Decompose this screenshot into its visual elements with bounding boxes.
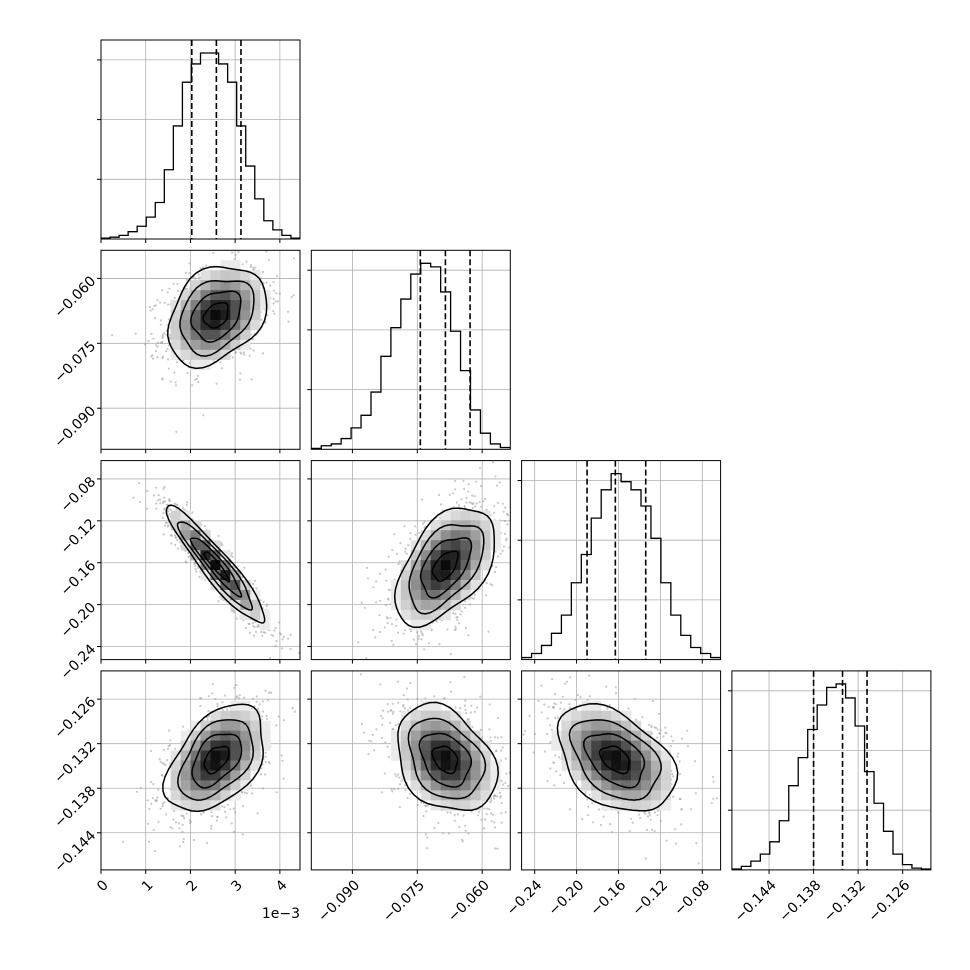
x-tick-label: 0 [94, 877, 112, 895]
panel-frame [521, 670, 722, 871]
y-tick-label: −0.08 [58, 474, 100, 516]
density-shading [170, 700, 271, 811]
y-tick-label: −0.126 [51, 694, 99, 742]
contour-level-3 [393, 507, 496, 629]
x-tick-label: −0.138 [776, 877, 824, 925]
contour-level-0 [431, 745, 459, 775]
contour-level-1 [418, 732, 473, 788]
x-tick-label: 2 [184, 877, 202, 895]
scatter-panel-1-0: −0.090 −0.075 −0.060 [51, 249, 301, 454]
contour-level-0 [431, 550, 459, 583]
x-tick-label: −0.144 [732, 877, 780, 925]
panel-frame [100, 670, 301, 871]
density-shading [170, 510, 271, 631]
x-tick-label: −0.08 [671, 877, 713, 919]
histogram-step [101, 52, 300, 239]
contour-level-2 [176, 521, 253, 611]
x-tick-label: −0.126 [865, 877, 913, 925]
y-tick-label: −0.24 [58, 641, 100, 683]
density-shading [551, 700, 672, 811]
contour-level-0 [598, 745, 630, 775]
x-tick-label: 1 [139, 877, 157, 895]
x-tick-label: −0.12 [629, 877, 671, 919]
density-shading [390, 510, 501, 631]
contour-level-1 [189, 537, 243, 598]
x-tick-label: −0.075 [380, 877, 428, 925]
contour-level-2 [177, 719, 255, 801]
panel-frame [310, 670, 511, 871]
scatter-panel-3-0: 0 1 2 3 4 1e−3 −0.144−0.138−0.132−0.126 [51, 670, 301, 922]
contour-level-1 [419, 537, 473, 599]
panel-frame [310, 249, 511, 450]
y-tick-label: −0.12 [58, 516, 100, 558]
scatter-panel-2-1 [307, 460, 511, 664]
panel-frame [100, 249, 301, 450]
panel-frame [310, 460, 511, 661]
x-tick-label: −0.132 [821, 877, 869, 925]
contour-level-2 [408, 524, 485, 615]
y-tick-label: −0.144 [51, 828, 99, 876]
contour-level-3 [165, 504, 266, 624]
panel-frame [100, 39, 301, 240]
contour-level-0 [202, 301, 229, 329]
x-tick-label: 4 [273, 877, 291, 895]
histogram-step [521, 472, 721, 660]
scatter-panel-3-1: −0.090 −0.075 −0.060 [307, 670, 511, 925]
y-tick-label: −0.060 [51, 273, 99, 321]
panel-frame [100, 460, 301, 661]
histogram-panel-0 [97, 39, 301, 243]
contour-level-1 [190, 290, 242, 343]
x-tick-label: −0.20 [546, 877, 588, 919]
histogram-step [731, 683, 931, 870]
histogram-panel-2 [517, 460, 722, 664]
panel-frame [521, 460, 722, 661]
scatter-panel-2-0: −0.24−0.20−0.16−0.12−0.08 [58, 460, 301, 683]
contour-level-0 [203, 551, 231, 583]
y-tick-label: −0.132 [51, 739, 99, 787]
contour-level-1 [583, 733, 646, 789]
contour-level-3 [556, 703, 679, 812]
x-tick-label: −0.16 [588, 877, 630, 919]
x-tick-label: −0.24 [504, 877, 546, 919]
y-tick-label: −0.16 [58, 558, 100, 600]
y-tick-label: −0.090 [51, 403, 99, 451]
contour-level-0 [203, 745, 230, 775]
density-shading [170, 260, 271, 370]
y-tick-label: −0.20 [58, 600, 100, 642]
contour-level-3 [162, 703, 264, 813]
panel-frame [731, 670, 932, 871]
contour-level-1 [191, 733, 243, 789]
histogram-step [311, 262, 511, 450]
x-offset-label: 1e−3 [262, 906, 300, 922]
x-tick-label: −0.090 [315, 877, 363, 925]
contour-level-2 [179, 280, 255, 357]
contour-level-2 [407, 717, 487, 800]
scatter-panel-3-2: −0.24 −0.20 −0.16 −0.12 −0.08 [504, 670, 722, 919]
contour-level-3 [167, 265, 268, 370]
y-tick-label: −0.138 [51, 783, 99, 831]
contour-level-3 [397, 701, 499, 812]
histogram-panel-3: −0.144−0.138−0.132−0.126 [727, 670, 932, 925]
x-tick-label: −0.060 [445, 877, 493, 925]
density-shading [390, 700, 501, 811]
x-tick-label: 3 [228, 877, 246, 895]
y-tick-label: −0.075 [51, 338, 99, 386]
contour-level-2 [568, 719, 662, 801]
histogram-panel-1 [307, 249, 511, 454]
